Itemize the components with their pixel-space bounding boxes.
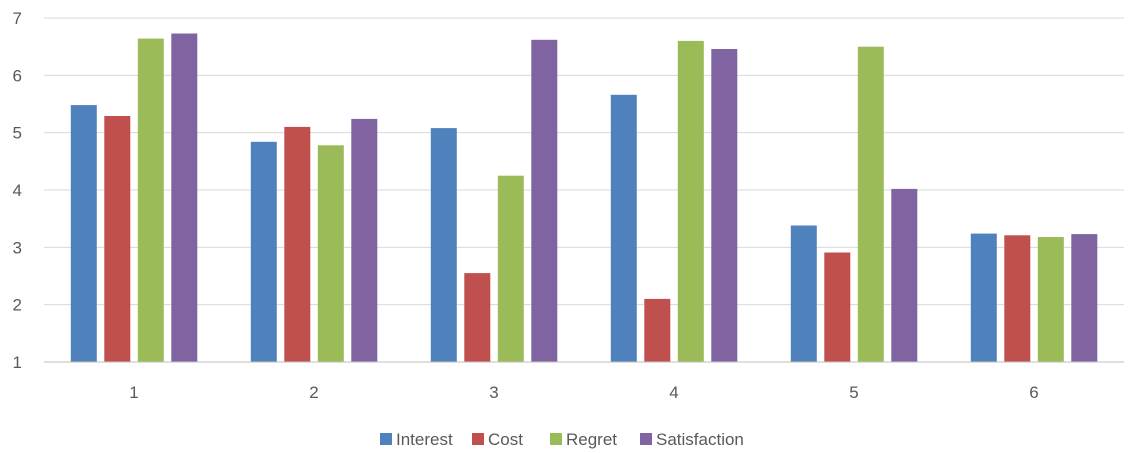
y-tick-label: 1 — [13, 353, 22, 372]
bar-cost-5 — [824, 252, 851, 362]
bar-satisfaction-5 — [891, 188, 918, 362]
bar-interest-6 — [970, 233, 997, 362]
bar-cost-1 — [104, 116, 131, 362]
bar-interest-3 — [430, 128, 457, 362]
legend-label: Satisfaction — [656, 430, 744, 449]
y-tick-label: 5 — [13, 124, 22, 143]
y-tick-label: 4 — [13, 181, 22, 200]
bar-interest-5 — [790, 225, 817, 362]
bar-satisfaction-1 — [171, 33, 198, 362]
bar-interest-2 — [250, 141, 277, 362]
bar-satisfaction-6 — [1071, 234, 1098, 362]
legend-label: Interest — [396, 430, 453, 449]
bar-cost-3 — [464, 273, 491, 362]
legend-item-interest: Interest — [380, 430, 453, 449]
bar-cost-6 — [1004, 235, 1031, 362]
legend-item-regret: Regret — [550, 430, 617, 449]
y-tick-label: 7 — [13, 9, 22, 28]
legend-label: Regret — [566, 430, 617, 449]
legend-item-cost: Cost — [472, 430, 523, 449]
bar-satisfaction-3 — [531, 39, 558, 363]
x-tick-label: 3 — [489, 383, 498, 402]
bar-cost-4 — [644, 298, 671, 362]
bars-layer — [70, 33, 1098, 363]
bar-regret-6 — [1037, 237, 1064, 362]
x-tick-label: 1 — [129, 383, 138, 402]
x-tick-label: 4 — [669, 383, 678, 402]
legend: Interest Cost Regret Satisfaction — [380, 430, 744, 449]
bar-satisfaction-2 — [351, 118, 378, 363]
y-tick-label: 6 — [13, 66, 22, 85]
bar-regret-2 — [317, 145, 344, 362]
bar-cost-2 — [284, 126, 311, 363]
bar-interest-1 — [70, 105, 97, 362]
legend-item-satisfaction: Satisfaction — [640, 430, 744, 449]
bar-regret-1 — [137, 38, 164, 362]
x-tick-label: 5 — [849, 383, 858, 402]
y-tick-label: 3 — [13, 238, 22, 257]
y-tick-label: 2 — [13, 296, 22, 315]
bar-regret-3 — [497, 175, 524, 362]
x-tick-label: 2 — [309, 383, 318, 402]
bar-satisfaction-4 — [711, 49, 738, 362]
bar-regret-5 — [857, 46, 884, 362]
y-axis: 1 2 3 4 5 6 7 — [13, 9, 22, 372]
x-tick-label: 6 — [1029, 383, 1038, 402]
legend-swatch — [472, 433, 484, 445]
bar-regret-4 — [677, 40, 704, 363]
grid-layer — [44, 17, 1124, 306]
legend-swatch — [550, 433, 562, 445]
bar-interest-4 — [610, 94, 637, 363]
x-axis: 1 2 3 4 5 6 — [44, 361, 1124, 402]
legend-swatch — [640, 433, 652, 445]
legend-swatch — [380, 433, 392, 445]
legend-label: Cost — [488, 430, 523, 449]
